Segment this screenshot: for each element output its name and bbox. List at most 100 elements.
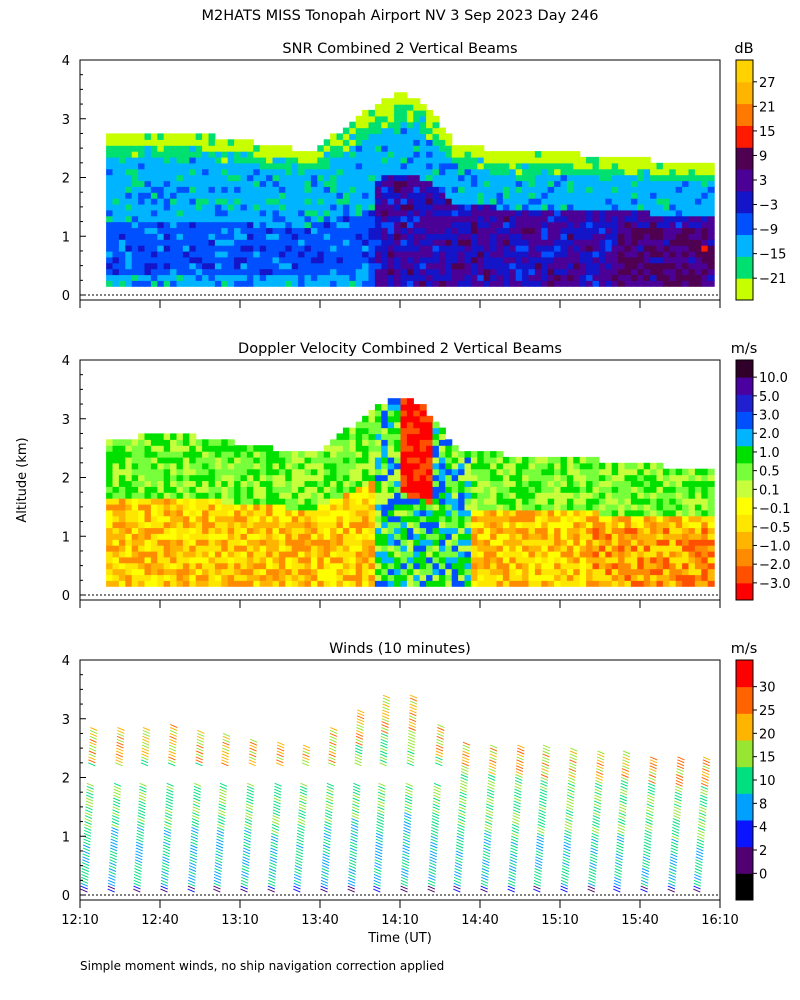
snr-cell (298, 268, 306, 276)
snr-cell (144, 215, 152, 223)
snr-cell (246, 151, 254, 158)
snr-cell (144, 227, 152, 234)
snr-cell (112, 133, 120, 140)
wind-barb (112, 803, 121, 808)
snr-cell (246, 274, 254, 281)
doppler-cell (547, 545, 555, 552)
snr-cell (573, 209, 581, 217)
doppler-cell (285, 545, 293, 552)
snr-cell (458, 198, 466, 205)
doppler-cell (675, 574, 683, 581)
doppler-cell (394, 492, 402, 499)
doppler-cell (317, 456, 325, 464)
doppler-cell (566, 562, 574, 570)
snr-cell (342, 151, 350, 158)
snr-cell (278, 239, 286, 246)
doppler-cell (682, 480, 690, 487)
doppler-cell (547, 521, 555, 529)
doppler-cell (336, 550, 344, 558)
doppler-cell (675, 568, 683, 576)
doppler-cell (656, 527, 664, 534)
snr-cell (573, 221, 581, 229)
snr-cell (458, 168, 466, 176)
snr-cell (330, 221, 338, 229)
snr-cell (214, 198, 222, 205)
snr-cell (656, 227, 664, 234)
snr-cell (362, 162, 370, 170)
snr-cell (406, 186, 414, 193)
snr-cell (624, 256, 632, 264)
snr-cell (675, 280, 683, 287)
doppler-cell (509, 462, 517, 470)
snr-cell (342, 250, 350, 258)
doppler-cell (675, 527, 683, 534)
wind-barb (81, 870, 89, 875)
snr-cell (586, 192, 594, 199)
doppler-cell (458, 492, 466, 499)
doppler-cell (458, 556, 466, 564)
snr-cell (266, 233, 274, 240)
snr-cell (368, 115, 376, 123)
doppler-cell (554, 456, 562, 464)
doppler-cell (368, 462, 376, 470)
snr-cell (150, 203, 158, 211)
doppler-cell (483, 492, 491, 499)
doppler-cell (163, 474, 171, 482)
doppler-cell (419, 533, 427, 540)
doppler-cell (650, 550, 658, 558)
doppler-cell (618, 533, 626, 540)
snr-cell (227, 245, 235, 252)
doppler-cell (451, 568, 459, 576)
doppler-cell (502, 486, 510, 493)
doppler-cell (112, 451, 120, 458)
snr-cell (624, 192, 632, 199)
snr-cell (112, 156, 120, 164)
doppler-cell (304, 556, 312, 564)
doppler-cell (688, 527, 696, 534)
snr-cell (170, 262, 178, 270)
doppler-cell (355, 486, 363, 493)
doppler-cell (131, 492, 139, 499)
doppler-cell (150, 515, 158, 523)
doppler-cell (163, 550, 171, 558)
snr-cell (496, 280, 504, 287)
doppler-cell (458, 568, 466, 576)
snr-cell (630, 227, 638, 234)
snr-cell (522, 262, 530, 270)
snr-cell (342, 239, 350, 246)
doppler-cell (650, 509, 658, 517)
doppler-cell (234, 509, 242, 517)
snr-cell (650, 274, 658, 281)
snr-cell (336, 233, 344, 240)
wind-barb (141, 744, 150, 749)
doppler-cell (675, 521, 683, 529)
doppler-cell (573, 498, 581, 505)
doppler-cell (157, 462, 165, 470)
snr-cell (150, 133, 158, 140)
snr-cell (317, 192, 325, 199)
doppler-cell (387, 462, 395, 470)
doppler-cell (445, 580, 453, 587)
doppler-cell (240, 574, 248, 581)
snr-cell (234, 151, 242, 158)
snr-cell (426, 162, 434, 170)
snr-cell (413, 139, 421, 146)
snr-cell (349, 168, 357, 176)
doppler-cell (432, 486, 440, 493)
snr-cell (112, 192, 120, 199)
snr-cell (618, 168, 626, 176)
doppler-cell (330, 451, 338, 458)
snr-cell (157, 209, 165, 217)
snr-cell (125, 227, 133, 234)
snr-cell (259, 227, 267, 234)
doppler-cell (432, 439, 440, 446)
doppler-cell (611, 550, 619, 558)
snr-cell (566, 221, 574, 229)
doppler-cell (554, 574, 562, 581)
doppler-cell (259, 480, 267, 487)
doppler-cell (650, 556, 658, 564)
doppler-cell (413, 415, 421, 423)
snr-cell (662, 192, 670, 199)
wind-barb (139, 788, 147, 793)
doppler-cell (547, 492, 555, 499)
